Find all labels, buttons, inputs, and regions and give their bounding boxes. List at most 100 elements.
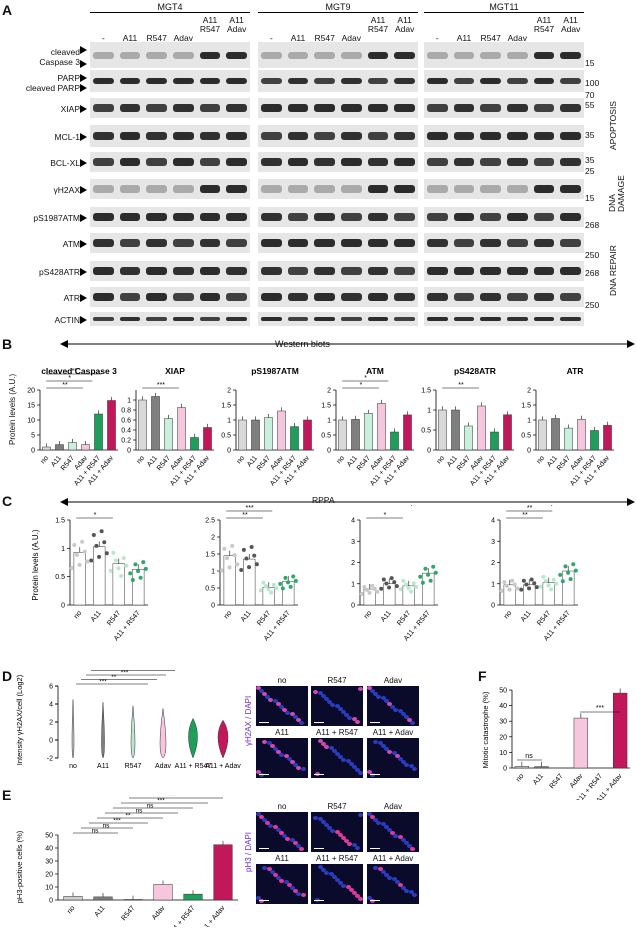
- y-tick-label: 40: [499, 703, 507, 710]
- cell-nucleus: [262, 740, 267, 744]
- y-tick-label: 0: [351, 603, 355, 610]
- blot-band: [507, 293, 528, 301]
- blot-band: [533, 185, 555, 193]
- data-point: [558, 572, 563, 577]
- data-point: [529, 577, 534, 582]
- cell-nucleus: [398, 757, 403, 761]
- x-tick-label: A11 + Adav: [198, 904, 226, 927]
- data-point: [524, 582, 529, 587]
- bar: [132, 569, 145, 606]
- blot-band: [367, 131, 389, 141]
- cell-nucleus: [367, 686, 372, 690]
- sig-mark: *: [68, 375, 71, 382]
- bar: [351, 419, 360, 451]
- data-point: [418, 574, 423, 579]
- blot-band: [367, 158, 389, 166]
- cell-nucleus: [262, 818, 267, 822]
- image-label: Adav: [383, 802, 403, 811]
- cell-nucleus: [407, 718, 412, 722]
- data-point: [406, 586, 411, 591]
- blot-band: [480, 78, 501, 84]
- cell-nucleus: [276, 828, 281, 832]
- image-label: Adav: [383, 676, 403, 685]
- panel-label-d: D: [2, 668, 13, 684]
- data-point: [141, 560, 146, 565]
- cell-nucleus: [285, 837, 290, 841]
- cell-nucleus: [341, 884, 346, 888]
- cell-nucleus: [259, 899, 264, 903]
- y-tick-label: 10: [45, 885, 53, 892]
- cell-nucleus: [313, 690, 318, 694]
- cell-nucleus: [282, 834, 287, 838]
- data-point: [74, 552, 79, 557]
- blot-band: [173, 316, 194, 322]
- y-tick-label: 1.5: [421, 388, 431, 395]
- cell-nucleus: [301, 767, 306, 771]
- x-tick-label: A11 + Adav: [205, 763, 241, 770]
- data-point: [563, 564, 568, 569]
- sig-mark: ***: [157, 798, 165, 805]
- x-tick-label: R547: [60, 455, 76, 472]
- cell-nucleus: [296, 892, 301, 896]
- blot-strip: [90, 70, 250, 92]
- blot-band: [341, 185, 362, 193]
- bar: [451, 409, 460, 451]
- y-tick-label: 2: [211, 535, 215, 542]
- sig-mark: **: [62, 382, 68, 389]
- data-point: [241, 547, 246, 552]
- cell-nucleus: [270, 744, 275, 748]
- y-tick-label: 1: [127, 398, 131, 405]
- cell-nucleus: [296, 844, 301, 848]
- blot-band: [173, 78, 194, 84]
- blot-band: [199, 158, 221, 166]
- data-point: [77, 562, 82, 567]
- cell-nucleus: [367, 896, 372, 900]
- chart-title: MCL-1: [246, 505, 272, 506]
- y-axis-label: Protein levels (A.U.): [31, 529, 40, 600]
- image-label: A11 + Adav: [372, 728, 414, 737]
- microscopy-tile: [311, 738, 363, 778]
- cell-nucleus: [287, 757, 292, 761]
- data-point: [136, 569, 141, 574]
- row-arrow: [80, 240, 87, 248]
- blot-band: [507, 78, 528, 84]
- x-tick-label: R547: [456, 455, 472, 472]
- blot-band: [533, 239, 555, 247]
- cell-nucleus: [293, 841, 298, 845]
- x-tick-label: no: [515, 773, 525, 784]
- y-tick-label: 1.5: [221, 403, 231, 410]
- blot-strip: [90, 261, 250, 281]
- y-tick-label: 0: [427, 448, 431, 455]
- violin: [159, 708, 167, 759]
- blot-band: [341, 104, 362, 112]
- blot-band: [146, 213, 167, 221]
- cell-nucleus: [273, 747, 278, 751]
- data-point: [411, 581, 416, 586]
- bar: [42, 446, 51, 451]
- violin: [71, 699, 75, 759]
- blot-band: [173, 239, 194, 247]
- x-tick-label: Adav: [151, 904, 167, 921]
- data-point: [573, 568, 578, 573]
- data-point: [387, 585, 392, 590]
- bar: [73, 552, 86, 606]
- cell-nucleus: [284, 880, 289, 884]
- sig-mark: ***: [99, 679, 107, 686]
- y-tick-label: 2: [351, 560, 355, 567]
- y-tick-label: 0: [327, 448, 331, 455]
- bar: [477, 405, 486, 451]
- bar-chart: cleaved Caspase 701234noA11R547A11 + R54…: [491, 505, 578, 642]
- cell-nucleus: [276, 702, 281, 706]
- cell-nucleus: [373, 866, 378, 870]
- cell-nucleus: [332, 749, 337, 753]
- scale-bar: [259, 899, 269, 901]
- microscopy-tile: [367, 738, 419, 778]
- cell-nucleus: [335, 830, 340, 834]
- y-tick-label: 0: [127, 448, 131, 455]
- cell-nucleus: [256, 812, 261, 816]
- cell-nucleus: [268, 824, 273, 828]
- y-tick-label: 0: [49, 898, 53, 905]
- cell-nucleus: [299, 721, 304, 725]
